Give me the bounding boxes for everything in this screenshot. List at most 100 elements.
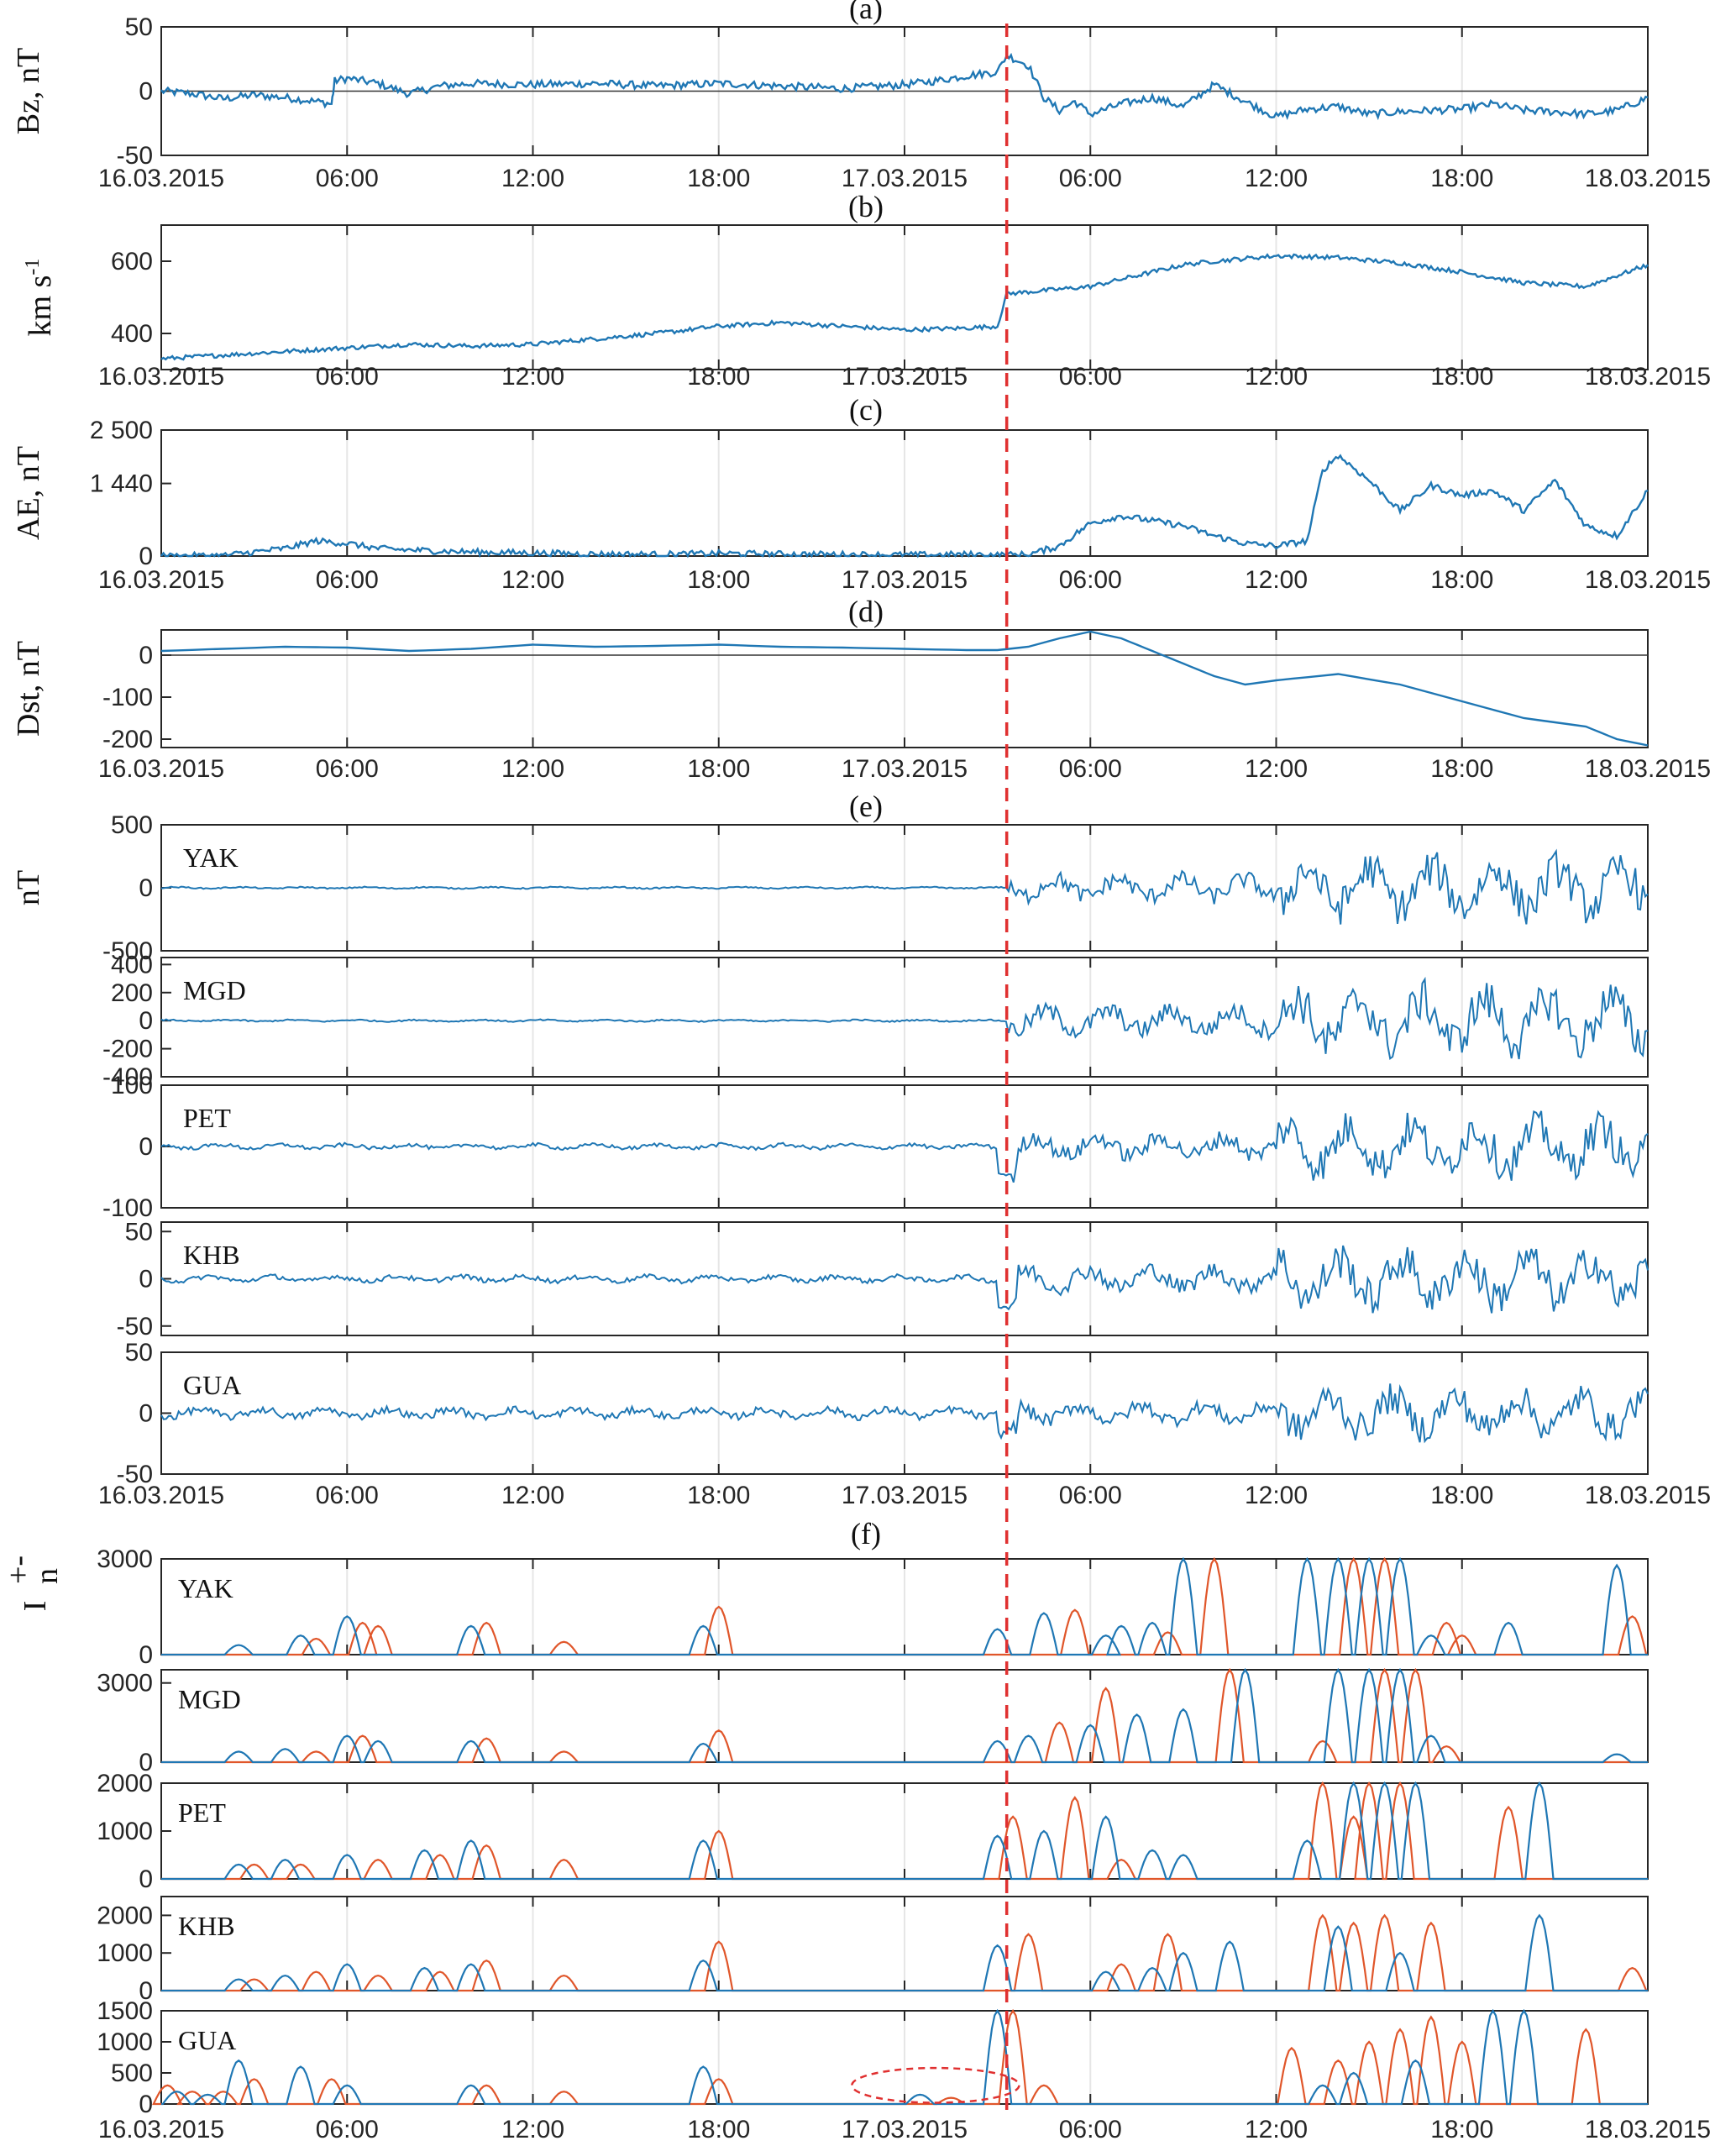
panel-e-ylabel: nT: [11, 870, 46, 905]
station-label-e-khb: KHB: [183, 1240, 240, 1270]
panel-e-yak-series-line: [160, 848, 1649, 925]
panel-f-khb-ytick-label: 0: [139, 1977, 153, 2005]
panel-b-xtick-label: 18:00: [687, 363, 750, 391]
panel-f-mgd-ytick-label: 0: [139, 1749, 153, 1776]
panel-f-ylabel-main: I: [18, 1601, 53, 1612]
panel-d-ytick-label: -200: [102, 726, 153, 753]
panel-f-xtick-label: 18:00: [1430, 2116, 1493, 2143]
panel-e-yak-ytick-label: 500: [111, 811, 153, 839]
panel-f-xtick-label: 16.03.2015: [98, 2116, 224, 2143]
panel-e-xtick-label: 18.03.2015: [1585, 1482, 1711, 1509]
panel-d-series-line: [160, 630, 1649, 747]
panel-d-xtick-label: 12:00: [501, 755, 564, 783]
panel-f-gua-blue-series: [161, 2008, 1648, 2106]
panel-c-xtick-label: 17.03.2015: [842, 566, 968, 594]
panel-d-xtick-label: 06:00: [316, 755, 379, 783]
panel-c-xtick-label: 06:00: [1059, 566, 1122, 594]
station-label-e-yak: YAK: [183, 842, 239, 873]
panel-label-e: (e): [849, 790, 883, 823]
panel-d-ytick-label: 0: [139, 642, 153, 669]
panel-d-ytick-label: -100: [102, 684, 153, 711]
panel-f-xtick-label: 12:00: [501, 2116, 564, 2143]
panel-b-frame: [160, 224, 1649, 370]
panel-a-xtick-label: 16.03.2015: [98, 165, 224, 192]
panel-f-pet-orange-series: [161, 1781, 1648, 1881]
panel-label-c: (c): [849, 393, 883, 427]
panel-b-xtick-label: 18:00: [1430, 363, 1493, 391]
panel-c-xtick-label: 12:00: [501, 566, 564, 594]
panel-c-series-line: [160, 454, 1649, 559]
panel-e-gua-ytick-label: -50: [117, 1461, 153, 1488]
station-label-e-pet: PET: [183, 1103, 231, 1133]
panel-e-yak-ytick-label: -500: [102, 937, 153, 965]
panel-d-xtick-label: 17.03.2015: [842, 755, 968, 783]
panel-e-khb-ytick-label: -50: [117, 1313, 153, 1341]
station-label-e-mgd: MGD: [183, 975, 246, 1005]
panel-f-gua-orange-series: [152, 2008, 1648, 2106]
panel-b-xtick-label: 06:00: [1059, 363, 1122, 391]
panel-e-yak-ytick-label: 0: [139, 874, 153, 902]
panel-f-gua-ytick-label: 1000: [97, 2028, 153, 2056]
panel-label-b: (b): [848, 190, 884, 223]
panel-c-xtick-label: 18:00: [687, 566, 750, 594]
station-label-f-khb: KHB: [178, 1911, 235, 1941]
panel-f-yak-ytick-label: 3000: [97, 1545, 153, 1573]
panel-f-gua-ytick-label: 0: [139, 2091, 153, 2118]
panel-c-xtick-label: 18.03.2015: [1585, 566, 1711, 594]
panel-f-ylabel-sup: +-: [1, 1556, 36, 1584]
panel-f-yak-ytick-label: 0: [139, 1641, 153, 1669]
panel-f-xtick-label: 12:00: [1245, 2116, 1308, 2143]
panel-label-f: (f): [851, 1517, 881, 1550]
panel-a-ylabel: Bz, nT: [11, 48, 46, 134]
panel-f-gua-ytick-label: 500: [111, 2059, 153, 2087]
panel-c-xtick-label: 06:00: [316, 566, 379, 594]
panel-a-xtick-label: 17.03.2015: [842, 165, 968, 192]
panel-e-mgd-ytick-label: 400: [111, 951, 153, 979]
panel-d-xtick-label: 06:00: [1059, 755, 1122, 783]
panel-d-xtick-label: 12:00: [1245, 755, 1308, 783]
panel-e-gua-ytick-label: 50: [125, 1339, 153, 1367]
panel-label-a: (a): [849, 0, 883, 25]
panel-f-mgd-blue-series: [161, 1667, 1648, 1764]
panel-d-xtick-label: 18:00: [687, 755, 750, 783]
panel-a-xtick-label: 12:00: [501, 165, 564, 192]
panel-f-pet-ytick-label: 0: [139, 1865, 153, 1893]
panel-e-xtick-label: 18:00: [687, 1482, 750, 1509]
station-label-f-pet: PET: [178, 1797, 226, 1828]
panel-e-mgd-ytick-label: -400: [102, 1063, 153, 1091]
panel-c-xtick-label: 16.03.2015: [98, 566, 224, 594]
panel-c-ytick-label: 2 500: [90, 417, 153, 444]
panel-c-ytick-label: 1 440: [90, 470, 153, 498]
panel-a-ytick-label: 50: [125, 13, 153, 41]
station-label-e-gua: GUA: [183, 1370, 241, 1400]
station-label-f-gua: GUA: [178, 2025, 236, 2055]
panel-c-ylabel: AE, nT: [11, 446, 46, 540]
panel-f-khb-ytick-label: 1000: [97, 1939, 153, 1967]
panel-label-d: (d): [848, 595, 884, 628]
panel-f-khb-blue-series: [161, 1913, 1648, 1992]
panel-f-xtick-label: 06:00: [1059, 2116, 1122, 2143]
panel-b-xtick-label: 18.03.2015: [1585, 363, 1711, 391]
panel-f-xtick-label: 06:00: [316, 2116, 379, 2143]
panel-c-xtick-label: 18:00: [1430, 566, 1493, 594]
panel-e-khb-ytick-label: 0: [139, 1266, 153, 1293]
panel-f-ylabel-sub: n: [29, 1568, 65, 1584]
panel-f-khb-ytick-label: 2000: [97, 1902, 153, 1929]
panel-d-xtick-label: 18.03.2015: [1585, 755, 1711, 783]
panel-a-xtick-label: 06:00: [1059, 165, 1122, 192]
panel-b-ytick-label: 600: [111, 248, 153, 275]
panel-f-xtick-label: 18.03.2015: [1585, 2116, 1711, 2143]
panel-b-ytick-label: 400: [111, 320, 153, 348]
panel-d-frame: [160, 629, 1649, 748]
panel-e-khb-ytick-label: 50: [125, 1218, 153, 1246]
panel-a-xtick-label: 18:00: [687, 165, 750, 192]
panel-e-xtick-label: 06:00: [316, 1482, 379, 1509]
highlight-ellipse: [851, 2066, 1020, 2104]
panel-e-xtick-label: 16.03.2015: [98, 1482, 224, 1509]
panel-e-xtick-label: 06:00: [1059, 1482, 1122, 1509]
panel-b-xtick-label: 17.03.2015: [842, 363, 968, 391]
panel-e-mgd-series-line: [160, 976, 1649, 1061]
panel-b-xtick-label: 12:00: [501, 363, 564, 391]
panel-d-xtick-label: 18:00: [1430, 755, 1493, 783]
